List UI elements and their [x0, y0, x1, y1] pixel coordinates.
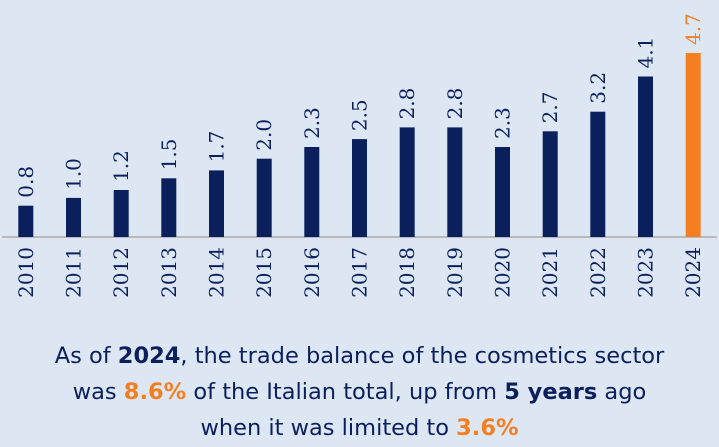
caption-text: of the Italian total, up from	[186, 379, 505, 405]
x-tick-label-2020: 2020	[491, 247, 515, 298]
x-tick-label-2022: 2022	[586, 247, 610, 298]
chart-caption: As of 2024, the trade balance of the cos…	[0, 338, 719, 446]
bar-2010	[18, 205, 34, 237]
value-label-2019: 2.8	[443, 88, 467, 120]
caption-year: 2024	[117, 343, 181, 369]
x-tick-label-2014: 2014	[205, 247, 229, 298]
bar-2014	[209, 170, 224, 237]
value-label-2017: 2.5	[348, 99, 372, 131]
x-tick-label-2013: 2013	[157, 247, 181, 298]
bar-2022	[590, 111, 606, 237]
value-label-2024: 4.7	[681, 13, 705, 45]
caption-period: 5 years	[504, 379, 598, 405]
caption-text: As of	[54, 343, 118, 369]
bar-2024	[685, 53, 701, 237]
bar-2020	[495, 147, 510, 237]
caption-line-1: As of 2024, the trade balance of the cos…	[0, 338, 719, 374]
bar-2016	[304, 147, 320, 237]
value-label-2010: 0.8	[14, 166, 38, 198]
x-tick-label-2011: 2011	[62, 247, 86, 298]
x-tick-label-2016: 2016	[300, 247, 324, 298]
caption-text: when it was limited to	[200, 415, 457, 441]
x-tick-label-2010: 2010	[14, 247, 38, 298]
value-label-2021: 2.7	[538, 91, 562, 123]
x-tick-label-2018: 2018	[395, 247, 419, 298]
bar-2013	[161, 178, 177, 237]
x-tick-label-2017: 2017	[348, 247, 372, 298]
caption-past-share: 3.6%	[456, 415, 519, 441]
bar-2023	[638, 76, 653, 237]
value-label-2014: 1.7	[205, 131, 229, 163]
bar-2011	[66, 197, 81, 237]
caption-text: , the trade balance of the cosmetics sec…	[180, 343, 665, 369]
value-label-2013: 1.5	[157, 138, 181, 170]
value-label-2011: 1.0	[62, 158, 86, 190]
bar-2018	[399, 127, 415, 237]
value-label-2015: 2.0	[252, 119, 276, 151]
caption-line-2: was 8.6% of the Italian total, up from 5…	[0, 374, 719, 410]
bar-chart: 0.8 2010 1.0 2011 1.2 2012 1.5 2013 1.7 2014 2.0 20…	[2, 13, 717, 298]
value-label-2022: 3.2	[586, 72, 610, 104]
value-label-2018: 2.8	[395, 88, 419, 120]
value-label-2023: 4.1	[634, 37, 658, 69]
caption-text: was	[72, 379, 124, 405]
x-tick-label-2012: 2012	[109, 247, 133, 298]
x-tick-label-2015: 2015	[252, 247, 276, 298]
bar-2019	[447, 127, 463, 237]
value-label-2012: 1.2	[109, 150, 133, 182]
bar-2015	[256, 158, 272, 237]
caption-line-3: when it was limited to 3.6%	[0, 410, 719, 446]
x-tick-label-2023: 2023	[634, 247, 658, 298]
bar-2012	[113, 190, 129, 237]
value-label-2016: 2.3	[300, 107, 324, 139]
x-tick-label-2024: 2024	[681, 247, 705, 298]
value-label-2020: 2.3	[491, 107, 515, 139]
bar-2021	[542, 131, 558, 237]
x-tick-label-2019: 2019	[443, 247, 467, 298]
bar-2017	[352, 139, 367, 237]
x-tick-label-2021: 2021	[538, 247, 562, 298]
caption-text: ago	[597, 379, 647, 405]
caption-current-share: 8.6%	[123, 379, 187, 405]
